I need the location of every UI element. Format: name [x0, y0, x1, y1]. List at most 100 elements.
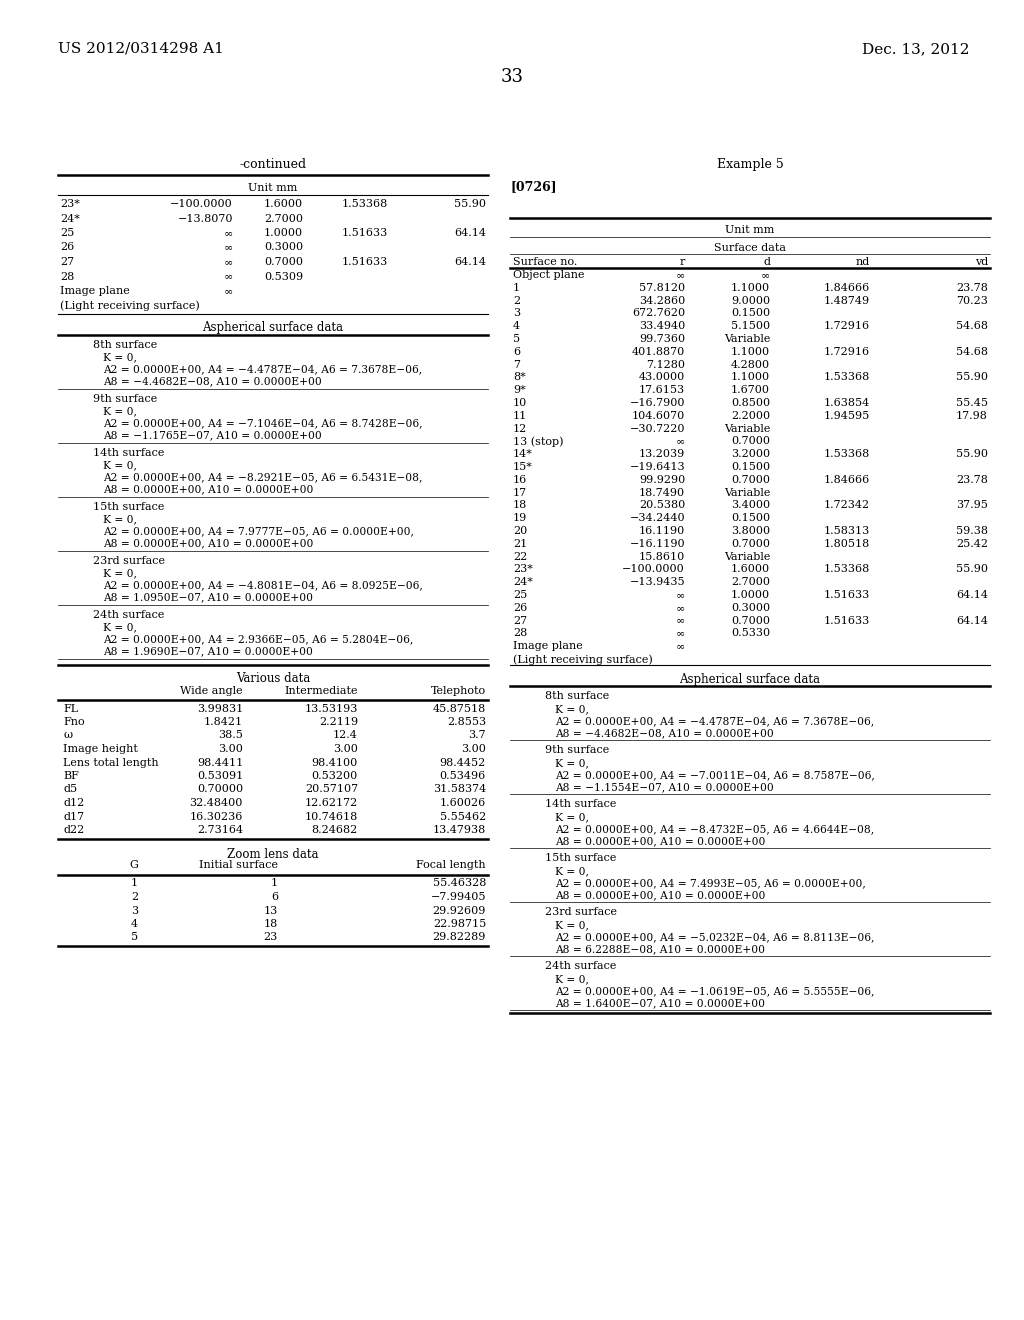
Text: 1.53368: 1.53368	[823, 565, 870, 574]
Text: 9th surface: 9th surface	[93, 393, 158, 404]
Text: 23rd surface: 23rd surface	[93, 556, 165, 565]
Text: 55.45: 55.45	[956, 399, 988, 408]
Text: ∞: ∞	[676, 628, 685, 639]
Text: 25: 25	[513, 590, 527, 601]
Text: Variable: Variable	[724, 487, 770, 498]
Text: 32.48400: 32.48400	[189, 799, 243, 808]
Text: d5: d5	[63, 784, 77, 795]
Text: −30.7220: −30.7220	[630, 424, 685, 433]
Text: ∞: ∞	[224, 286, 233, 296]
Text: nd: nd	[856, 257, 870, 267]
Text: 20.5380: 20.5380	[639, 500, 685, 511]
Text: 22: 22	[513, 552, 527, 561]
Text: 14*: 14*	[513, 449, 532, 459]
Text: 6: 6	[513, 347, 520, 356]
Text: 6: 6	[271, 892, 278, 902]
Text: 0.53496: 0.53496	[439, 771, 486, 781]
Text: ∞: ∞	[761, 271, 770, 280]
Text: 22.98715: 22.98715	[433, 919, 486, 929]
Text: Wide angle: Wide angle	[180, 685, 243, 696]
Text: A8 = 0.0000E+00, A10 = 0.0000E+00: A8 = 0.0000E+00, A10 = 0.0000E+00	[555, 890, 765, 900]
Text: 1.60026: 1.60026	[439, 799, 486, 808]
Text: A8 = 1.6400E−07, A10 = 0.0000E+00: A8 = 1.6400E−07, A10 = 0.0000E+00	[555, 998, 765, 1007]
Text: Focal length: Focal length	[417, 861, 486, 870]
Text: 54.68: 54.68	[956, 321, 988, 331]
Text: 0.7000: 0.7000	[731, 539, 770, 549]
Text: 99.7360: 99.7360	[639, 334, 685, 345]
Text: 7: 7	[513, 359, 520, 370]
Text: 9th surface: 9th surface	[545, 744, 609, 755]
Text: Variable: Variable	[724, 552, 770, 561]
Text: 3: 3	[513, 309, 520, 318]
Text: 98.4452: 98.4452	[439, 758, 486, 767]
Text: 8th surface: 8th surface	[93, 339, 158, 350]
Text: 4: 4	[131, 919, 138, 929]
Text: 23*: 23*	[60, 199, 80, 209]
Text: ω: ω	[63, 730, 72, 741]
Text: 27: 27	[513, 615, 527, 626]
Text: 14th surface: 14th surface	[545, 799, 616, 809]
Text: K = 0,: K = 0,	[555, 866, 589, 875]
Text: 98.4411: 98.4411	[197, 758, 243, 767]
Text: 2: 2	[513, 296, 520, 306]
Text: 672.7620: 672.7620	[632, 309, 685, 318]
Text: 1.6000: 1.6000	[731, 565, 770, 574]
Text: 24th surface: 24th surface	[93, 610, 165, 619]
Text: 64.14: 64.14	[956, 590, 988, 601]
Text: 16.30236: 16.30236	[189, 812, 243, 821]
Text: −13.9435: −13.9435	[630, 577, 685, 587]
Text: Surface data: Surface data	[714, 243, 786, 253]
Text: Surface no.: Surface no.	[513, 257, 578, 267]
Text: A8 = 1.0950E−07, A10 = 0.0000E+00: A8 = 1.0950E−07, A10 = 0.0000E+00	[103, 593, 313, 602]
Text: Unit mm: Unit mm	[725, 224, 775, 235]
Text: ∞: ∞	[676, 615, 685, 626]
Text: 5: 5	[131, 932, 138, 942]
Text: Fno: Fno	[63, 717, 85, 727]
Text: 18: 18	[264, 919, 278, 929]
Text: Zoom lens data: Zoom lens data	[227, 847, 318, 861]
Text: 3: 3	[131, 906, 138, 916]
Text: −16.7900: −16.7900	[630, 399, 685, 408]
Text: 2.7000: 2.7000	[264, 214, 303, 223]
Text: 1.1000: 1.1000	[731, 372, 770, 383]
Text: K = 0,: K = 0,	[103, 569, 137, 578]
Text: 2.2119: 2.2119	[318, 717, 358, 727]
Text: A8 = −4.4682E−08, A10 = 0.0000E+00: A8 = −4.4682E−08, A10 = 0.0000E+00	[103, 376, 322, 387]
Text: 54.68: 54.68	[956, 347, 988, 356]
Text: 24*: 24*	[60, 214, 80, 223]
Text: 3.00: 3.00	[461, 744, 486, 754]
Text: 1: 1	[513, 282, 520, 293]
Text: A2 = 0.0000E+00, A4 = 7.9777E−05, A6 = 0.0000E+00,: A2 = 0.0000E+00, A4 = 7.9777E−05, A6 = 0…	[103, 527, 414, 536]
Text: Intermediate: Intermediate	[285, 685, 358, 696]
Text: ∞: ∞	[224, 243, 233, 252]
Text: Variable: Variable	[724, 334, 770, 345]
Text: 1.72916: 1.72916	[824, 321, 870, 331]
Text: 1.51633: 1.51633	[342, 228, 388, 238]
Text: K = 0,: K = 0,	[555, 920, 589, 929]
Text: 37.95: 37.95	[956, 500, 988, 511]
Text: 12.62172: 12.62172	[305, 799, 358, 808]
Text: −100.0000: −100.0000	[623, 565, 685, 574]
Text: −34.2440: −34.2440	[630, 513, 685, 523]
Text: K = 0,: K = 0,	[555, 758, 589, 768]
Text: 70.23: 70.23	[956, 296, 988, 306]
Text: 17: 17	[513, 487, 527, 498]
Text: 1.63854: 1.63854	[823, 399, 870, 408]
Text: 64.14: 64.14	[956, 615, 988, 626]
Text: 1.1000: 1.1000	[731, 347, 770, 356]
Text: r: r	[680, 257, 685, 267]
Text: 16.1190: 16.1190	[639, 525, 685, 536]
Text: 13.2039: 13.2039	[639, 449, 685, 459]
Text: 55.90: 55.90	[956, 449, 988, 459]
Text: 20: 20	[513, 525, 527, 536]
Text: Dec. 13, 2012: Dec. 13, 2012	[862, 42, 970, 55]
Text: 9.0000: 9.0000	[731, 296, 770, 306]
Text: (Light receiving surface): (Light receiving surface)	[513, 653, 652, 664]
Text: 1.84666: 1.84666	[823, 282, 870, 293]
Text: Image plane: Image plane	[513, 642, 583, 651]
Text: 1.94595: 1.94595	[823, 411, 870, 421]
Text: BF: BF	[63, 771, 79, 781]
Text: 1: 1	[131, 879, 138, 888]
Text: −100.0000: −100.0000	[170, 199, 233, 209]
Text: K = 0,: K = 0,	[555, 974, 589, 983]
